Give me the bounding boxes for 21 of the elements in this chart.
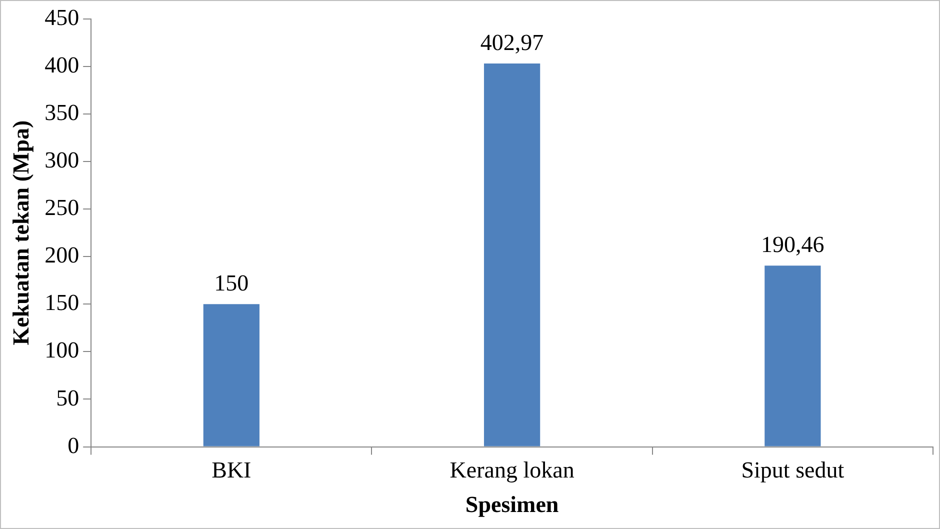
y-tick-label: 200 <box>44 242 80 268</box>
bar <box>484 64 540 446</box>
y-tick-label: 100 <box>44 338 80 363</box>
y-tick-label: 350 <box>44 100 80 125</box>
data-label: 150 <box>214 270 249 296</box>
bar <box>203 304 260 446</box>
x-axis-title: Spesimen <box>465 492 559 518</box>
data-label: 402,97 <box>480 30 544 56</box>
y-axis-title: Kekuatan tekan (Mpa) <box>8 120 34 346</box>
y-tick-label: 150 <box>44 290 80 316</box>
x-tick-label: BKI <box>212 458 252 483</box>
data-label: 190,46 <box>761 232 824 258</box>
x-tick-label: Siput sedut <box>741 458 845 483</box>
y-tick-label: 450 <box>44 4 80 30</box>
bar <box>764 266 821 446</box>
x-tick-label: Kerang lokan <box>450 458 575 483</box>
y-tick-label: 50 <box>56 385 80 410</box>
y-tick-label: 400 <box>44 52 80 78</box>
y-tick-label: 250 <box>44 195 80 220</box>
y-tick-label: 0 <box>68 432 80 458</box>
y-tick-label: 300 <box>44 148 80 173</box>
